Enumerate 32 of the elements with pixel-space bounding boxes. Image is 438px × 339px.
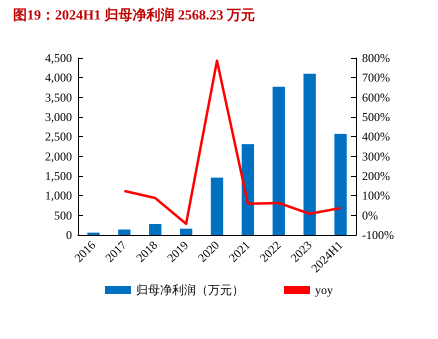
y2-tick-label: 700% — [362, 70, 390, 85]
chart-title: 图19：2024H1 归母净利润 2568.23 万元 — [13, 6, 255, 24]
bar — [149, 224, 162, 235]
y2-tick-label: -100% — [362, 228, 394, 242]
legend-label: yoy — [315, 283, 333, 297]
y2-tick-label: 800% — [362, 51, 390, 65]
bar — [118, 229, 131, 235]
bar — [210, 178, 224, 235]
y-tick-label: 0 — [66, 228, 72, 242]
y2-tick-label: 300% — [362, 149, 390, 164]
y2-tick-label: 0% — [362, 208, 378, 222]
y2-tick-label: 100% — [362, 188, 390, 203]
y-tick-label: 3,500 — [45, 90, 72, 104]
bar — [180, 228, 192, 235]
bar — [272, 86, 285, 235]
legend-label: 归母净利润（万元） — [136, 283, 244, 297]
y-tick-label: 2,500 — [45, 130, 72, 144]
y2-tick-label: 600% — [362, 90, 390, 104]
y-tick-label: 1,000 — [45, 188, 72, 203]
y-tick-label: 3,000 — [45, 110, 72, 124]
line-series — [123, 60, 342, 226]
y-tick-label: 4,000 — [45, 70, 72, 85]
bar — [242, 144, 254, 235]
y-tick-label: 1,500 — [45, 169, 72, 183]
y2-tick-label: 500% — [362, 110, 390, 124]
bar — [303, 74, 316, 235]
bar — [334, 134, 347, 235]
y2-tick-label: 400% — [362, 130, 390, 144]
y-tick-label: 2,000 — [45, 149, 72, 164]
y-tick-label: 4,500 — [45, 51, 72, 65]
y2-tick-label: 200% — [362, 169, 390, 183]
y-tick-label: 500 — [54, 208, 72, 222]
